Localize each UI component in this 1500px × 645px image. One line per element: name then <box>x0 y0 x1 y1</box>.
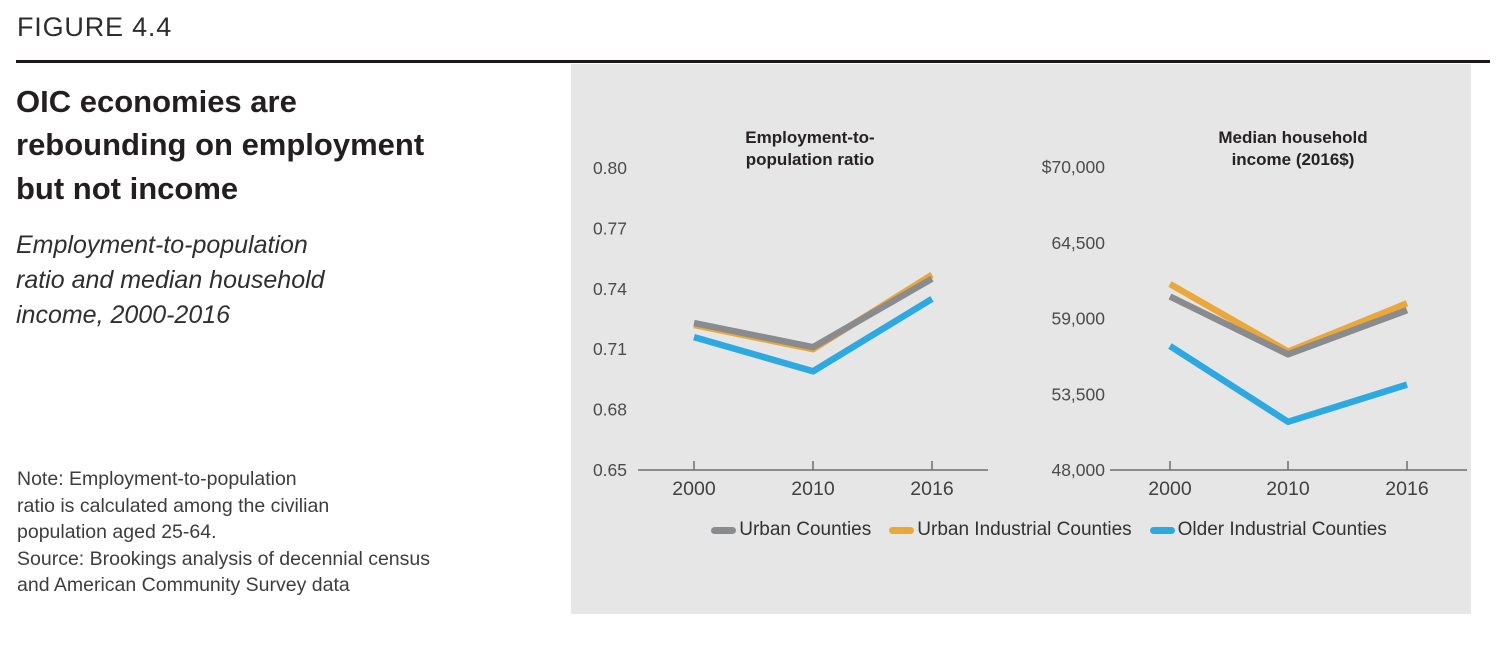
series-line-older-industrial-counties <box>693 296 934 375</box>
median-income-chart: Median household income (2016$) $70,000 64,… <box>1021 64 1471 534</box>
chart-panel: Employment-to-population ratio 0.80 0.77 0.… <box>571 64 1471 614</box>
x-tick-label: 2000 <box>672 478 716 500</box>
legend-item-urban-counties: Urban Counties <box>711 519 871 541</box>
note-source-text: Note: Employment-to-population ratio is … <box>17 468 430 597</box>
legend-label: Urban Counties <box>739 519 872 540</box>
chart-title: Employment-to-population ratio <box>745 128 874 169</box>
legend-label: Older Industrial Counties <box>1177 519 1387 540</box>
y-tick-label: 64,500 <box>1051 233 1105 253</box>
y-tick-label: 48,000 <box>1051 460 1105 480</box>
series-line-older-industrial-counties <box>1168 343 1408 426</box>
series-line-urban-industrial-counties <box>693 271 934 353</box>
y-tick-label: 0.74 <box>593 279 627 299</box>
y-tick-label: 0.80 <box>593 158 627 178</box>
legend: Urban Counties Urban Industrial Counties O… <box>571 519 1471 541</box>
x-tick-label: 2010 <box>791 478 835 500</box>
legend-label: Urban Industrial Counties <box>917 519 1132 540</box>
series-line-urban-counties <box>1168 293 1409 358</box>
legend-item-older-industrial-counties: Older Industrial Counties <box>1149 519 1387 541</box>
x-tick-label: 2016 <box>1385 478 1428 500</box>
y-tick-label: 53,500 <box>1051 384 1105 404</box>
figure-subtitle: Employment-to-population ratio and media… <box>16 231 325 329</box>
y-tick-label: 0.77 <box>593 218 627 238</box>
legend-swatch-blue-icon <box>1149 526 1175 534</box>
divider-rule <box>16 60 1490 63</box>
series-line-urban-counties <box>693 275 934 351</box>
series-line-urban-industrial-counties <box>1168 281 1409 355</box>
x-tick-label: 2016 <box>910 478 953 500</box>
page-title: OIC economies are rebounding on employme… <box>16 84 425 206</box>
median-income-chart-svg: Median household income (2016$) $70,000 64,… <box>1042 128 1467 500</box>
employment-ratio-chart-svg: Employment-to-population ratio 0.80 0.77 0.… <box>593 128 988 500</box>
y-tick-label: 0.65 <box>593 460 627 480</box>
x-tick-label: 2010 <box>1266 478 1310 500</box>
y-tick-label: 59,000 <box>1051 309 1105 329</box>
employment-ratio-chart: Employment-to-population ratio 0.80 0.77 0.… <box>571 64 1021 534</box>
legend-item-urban-industrial-counties: Urban Industrial Counties <box>889 519 1132 541</box>
x-tick-label: 2000 <box>1148 478 1192 500</box>
chart-title: Median household income (2016$) <box>1218 128 1367 169</box>
y-tick-label: 0.68 <box>593 400 627 420</box>
y-tick-label: 0.71 <box>593 339 627 359</box>
figure-label: FIGURE 4.4 <box>17 12 173 42</box>
legend-swatch-yellow-icon <box>889 526 915 534</box>
legend-swatch-gray-icon <box>711 526 737 534</box>
y-tick-label: $70,000 <box>1042 157 1106 177</box>
